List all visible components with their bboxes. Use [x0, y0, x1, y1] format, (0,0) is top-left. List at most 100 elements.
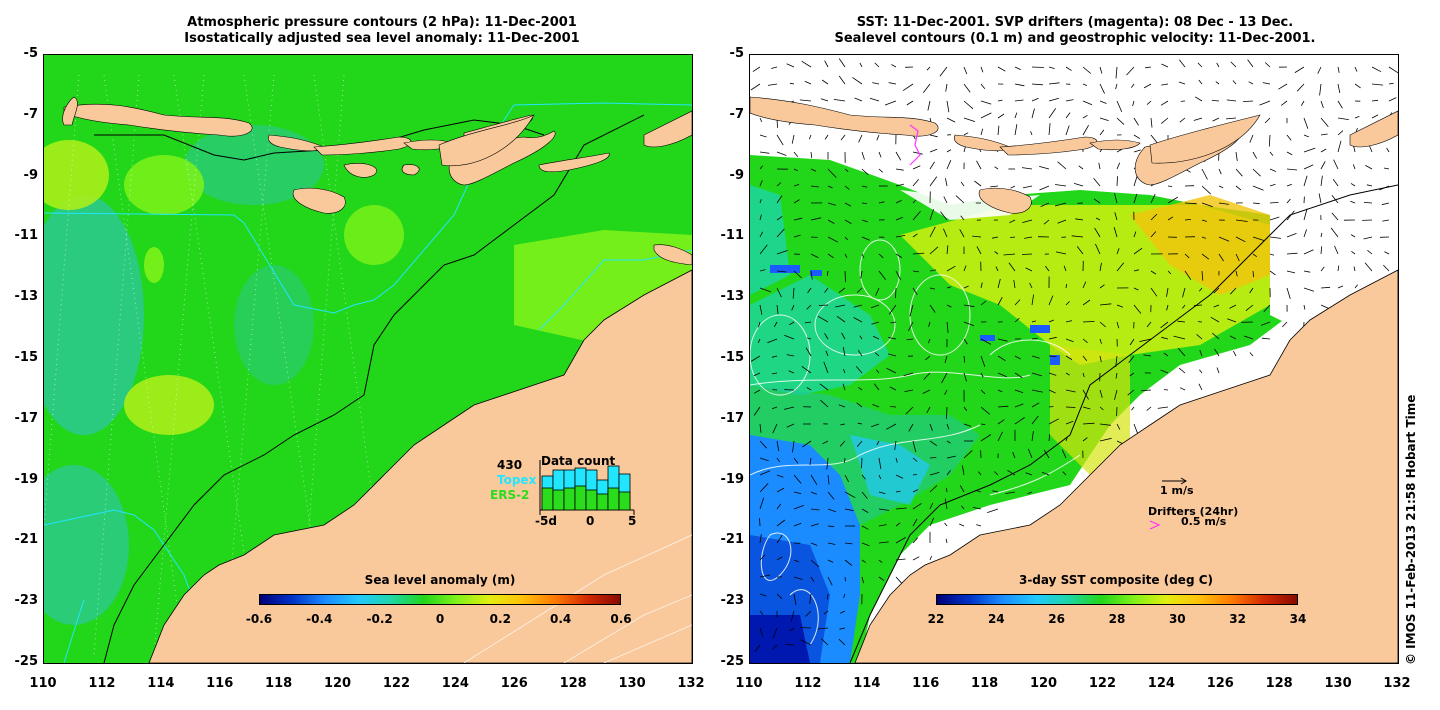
- data-count-xtick-2: 0: [586, 514, 595, 528]
- velocity-vector: [844, 457, 846, 463]
- velocity-vector: [1098, 162, 1101, 170]
- velocity-vector: [1014, 403, 1024, 408]
- velocity-vector: [997, 99, 1003, 102]
- velocity-vector: [1048, 434, 1050, 442]
- velocity-vector: [980, 389, 986, 395]
- velocity-vector: [759, 554, 766, 561]
- velocity-vector: [1065, 406, 1076, 408]
- velocity-vector: [945, 178, 948, 187]
- left-cbar-tick: 0.4: [550, 612, 572, 626]
- lon-tick-label: 124: [441, 676, 469, 691]
- velocity-vector: [1201, 253, 1210, 260]
- velocity-vector: [1021, 253, 1033, 255]
- velocity-vector: [889, 386, 897, 391]
- velocity-vector: [1099, 129, 1105, 136]
- velocity-vector: [776, 182, 782, 187]
- velocity-vector: [929, 457, 937, 459]
- velocity-vector: [1198, 287, 1203, 292]
- velocity-vector: [810, 491, 817, 495]
- velocity-vector: [1264, 117, 1271, 124]
- velocity-vector: [929, 246, 939, 255]
- velocity-vector: [1133, 287, 1139, 291]
- velocity-vector: [945, 487, 948, 493]
- sea-level-anomaly-map[interactable]: [43, 54, 693, 664]
- velocity-vector: [759, 593, 767, 597]
- velocity-vector: [888, 337, 897, 340]
- velocity-vector: [926, 66, 931, 71]
- velocity-vector: [809, 593, 812, 604]
- velocity-vector: [1303, 304, 1306, 310]
- left-cbar-tick: 0: [435, 612, 445, 626]
- velocity-vector: [1113, 226, 1118, 238]
- velocity-vector: [1214, 348, 1220, 357]
- velocity-vector: [1199, 369, 1203, 374]
- velocity-vector: [1127, 389, 1135, 396]
- velocity-vector: [1025, 472, 1033, 476]
- velocity-vector: [804, 80, 812, 85]
- velocity-vector: [895, 235, 906, 238]
- velocity-vector: [912, 556, 920, 561]
- velocity-vector: [876, 440, 880, 446]
- velocity-vector: [1303, 249, 1314, 255]
- velocity-vector: [772, 389, 778, 391]
- ers-bar: [596, 493, 609, 511]
- velocity-vector: [1320, 161, 1326, 170]
- velocity-vector: [1128, 355, 1135, 364]
- velocity-vector: [1252, 168, 1261, 177]
- velocity-vector: [963, 450, 973, 459]
- velocity-vector: [789, 82, 795, 85]
- velocity-vector: [1235, 236, 1246, 243]
- velocity-vector: [945, 538, 948, 544]
- velocity-vector: [1115, 66, 1118, 79]
- velocity-vector: [1065, 355, 1073, 360]
- velocity-vector: [872, 82, 880, 85]
- velocity-vector: [839, 610, 846, 614]
- velocity-vector: [1082, 299, 1091, 306]
- velocity-vector: [1031, 66, 1044, 68]
- velocity-vector: [1048, 406, 1054, 408]
- velocity-vector: [1082, 114, 1088, 119]
- velocity-vector: [1014, 317, 1020, 323]
- velocity-vector: [793, 270, 802, 279]
- sst-map[interactable]: [749, 54, 1399, 664]
- velocity-vector: [793, 576, 803, 580]
- velocity-vector: [1133, 193, 1138, 204]
- velocity-vector: [1029, 282, 1033, 289]
- velocity-vector: [1167, 270, 1172, 275]
- velocity-vector: [1226, 117, 1237, 120]
- velocity-vector: [1350, 200, 1356, 204]
- velocity-vector: [844, 576, 846, 582]
- velocity-vector: [929, 555, 932, 561]
- velocity-vector: [1094, 227, 1101, 238]
- velocity-vector: [1075, 218, 1084, 221]
- velocity-vector: [776, 457, 781, 463]
- lon-tick-label: 110: [29, 676, 57, 691]
- velocity-vector: [1082, 100, 1093, 106]
- velocity-vector: [1048, 97, 1060, 102]
- velocity-vector: [1095, 217, 1101, 221]
- velocity-vector: [926, 406, 931, 414]
- velocity-vector: [1337, 117, 1349, 120]
- velocity-vector: [767, 338, 778, 344]
- velocity-vector: [1041, 471, 1050, 476]
- left-colorbar: [259, 594, 621, 605]
- velocity-vector: [827, 185, 833, 189]
- velocity-vector: [1014, 389, 1024, 394]
- velocity-vector: [800, 639, 812, 646]
- velocity-vector: [1354, 284, 1358, 289]
- velocity-vector: [906, 338, 914, 341]
- velocity-vector: [995, 266, 999, 272]
- velocity-vector: [821, 79, 829, 85]
- left-title-2: Isostatically adjusted sea level anomaly…: [184, 31, 580, 46]
- velocity-vector: [1132, 100, 1135, 107]
- velocity-vector: [1218, 202, 1229, 205]
- velocity-vector: [1320, 175, 1323, 187]
- lat-tick-label: -13: [720, 289, 745, 305]
- imos-credit: © IMOS 11-Feb-2013 21:58 Hobart Time: [1404, 394, 1418, 665]
- lon-tick-label: 116: [206, 676, 234, 691]
- velocity-vector: [860, 270, 863, 279]
- velocity-vector: [904, 389, 914, 392]
- velocity-vector: [759, 134, 767, 138]
- velocity-vector: [1320, 266, 1325, 272]
- velocity-vector: [895, 490, 901, 493]
